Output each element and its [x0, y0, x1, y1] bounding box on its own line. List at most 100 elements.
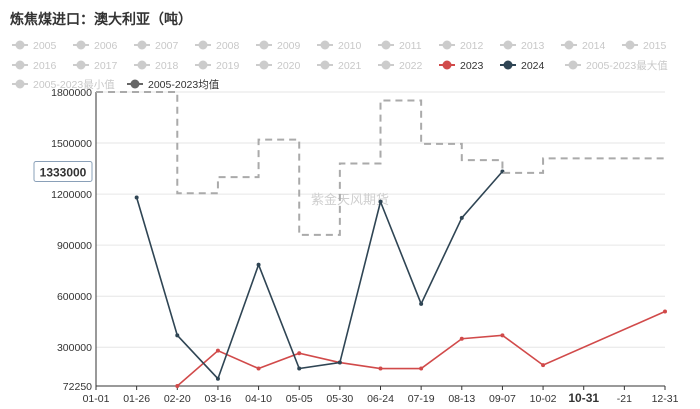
data-point: [500, 333, 505, 338]
legend-item: 2021: [317, 60, 362, 72]
data-point: [663, 309, 667, 314]
legend-marker: [130, 79, 140, 89]
legend-marker: [259, 60, 269, 70]
series-line-2024: [135, 170, 504, 381]
y-tick-label: 300000: [57, 342, 92, 354]
legend-marker: [564, 40, 574, 50]
legend-label: 2007: [155, 40, 179, 52]
x-tick-label: 08-13: [448, 393, 475, 405]
axes: 72250 300000 600000 900000 1200000 1500000 180…: [51, 87, 678, 405]
x-tick-label: 07-19: [408, 393, 435, 405]
x-tick-label: 01-01: [83, 393, 110, 405]
legend-marker: [503, 40, 513, 50]
data-point: [175, 384, 180, 388]
y-readout-box: [33, 160, 93, 182]
legend-label: 2011: [399, 40, 422, 52]
legend-marker: [442, 60, 452, 70]
legend-item: 2022: [378, 60, 423, 72]
legend-item: 2005: [12, 40, 57, 52]
legend-item: 2018: [134, 60, 179, 72]
data-point: [378, 366, 383, 371]
x-tick-label: 10-02: [530, 393, 557, 405]
legend-marker: [76, 60, 86, 70]
data-point: [134, 195, 139, 200]
legend-label: 2005-2023均值: [148, 78, 220, 91]
x-tick-label: 03-16: [204, 393, 231, 405]
legend-item: 2015: [622, 40, 667, 52]
legend-label: 2013: [521, 40, 545, 52]
legend-marker: [15, 60, 25, 70]
legend-marker: [137, 40, 147, 50]
legend-label: 2009: [277, 40, 301, 52]
legend-label: 2022: [399, 60, 423, 72]
legend-marker: [625, 40, 635, 50]
data-point: [175, 333, 180, 338]
legend-item: 2020: [256, 60, 301, 72]
legend-label: 2006: [94, 40, 118, 52]
grid: [96, 91, 665, 387]
legend-marker: [320, 60, 330, 70]
data-point: [541, 363, 546, 368]
legend-item: 2016: [12, 60, 57, 72]
legend-item: 2014: [561, 40, 606, 52]
legend-item: 2010: [317, 40, 362, 52]
y-tick-label: 1800000: [51, 87, 92, 99]
data-point: [419, 366, 424, 371]
y-tick-label: 900000: [57, 240, 92, 252]
legend-marker: [381, 40, 391, 50]
legend-marker: [76, 40, 86, 50]
data-point: [256, 262, 261, 267]
data-point: [215, 348, 220, 353]
y-tick-label: 72250: [63, 381, 92, 393]
legend-item: 2013: [500, 40, 545, 52]
legend-label: 2019: [216, 60, 240, 72]
y-tick-label: 1500000: [51, 138, 92, 150]
legend-item: 2019: [195, 60, 240, 72]
x-tick-label: 09-07: [489, 393, 516, 405]
legend-item: 2006: [73, 40, 118, 52]
x-tick-label: 06-24: [367, 393, 394, 405]
legend-item: 2024: [500, 60, 545, 72]
legend-label: 2008: [216, 40, 240, 52]
data-point: [297, 351, 302, 356]
legend: 2005 2006 2007 2008 2009 2010 2011 2012 2013 2014…: [12, 40, 668, 91]
watermark: 紫金天风期货: [311, 192, 389, 207]
legend-item: 2023: [439, 60, 484, 72]
legend-label: 2024: [521, 60, 545, 72]
x-tick-label: 02-20: [164, 393, 191, 405]
legend-label: 2005: [33, 40, 57, 52]
legend-label: 2023: [460, 60, 484, 72]
x-tick-label: 10-31: [568, 391, 599, 405]
series-layer: [96, 91, 667, 388]
legend-label: 2016: [33, 60, 57, 72]
legend-marker: [381, 60, 391, 70]
legend-label: 2015: [643, 40, 667, 52]
legend-label: 2018: [155, 60, 179, 72]
legend-label: 2012: [460, 40, 484, 52]
legend-item: 2008: [195, 40, 240, 52]
data-point: [378, 199, 383, 204]
legend-item: 2017: [73, 60, 118, 72]
data-point: [256, 366, 261, 371]
data-point: [459, 215, 464, 220]
legend-item: 2007: [134, 40, 179, 52]
data-point: [419, 301, 424, 306]
x-tick-label: 05-05: [286, 393, 313, 405]
series-line-2023: [176, 310, 666, 387]
legend-marker: [198, 40, 208, 50]
legend-label: 2021: [338, 60, 362, 72]
data-point: [459, 336, 464, 341]
legend-marker: [15, 40, 25, 50]
data-point: [337, 360, 342, 365]
data-point: [215, 376, 220, 381]
legend-marker: [442, 40, 452, 50]
legend-marker: [137, 60, 147, 70]
x-tick-label: 12-31: [652, 393, 679, 405]
legend-label: 2014: [582, 40, 606, 52]
x-tick-label: 04-10: [245, 393, 272, 405]
legend-item: 2005-2023均值: [127, 78, 220, 91]
highlight-layer: 1333000: [33, 160, 93, 182]
y-tick-label: 1200000: [51, 189, 92, 201]
legend-marker: [15, 79, 25, 89]
